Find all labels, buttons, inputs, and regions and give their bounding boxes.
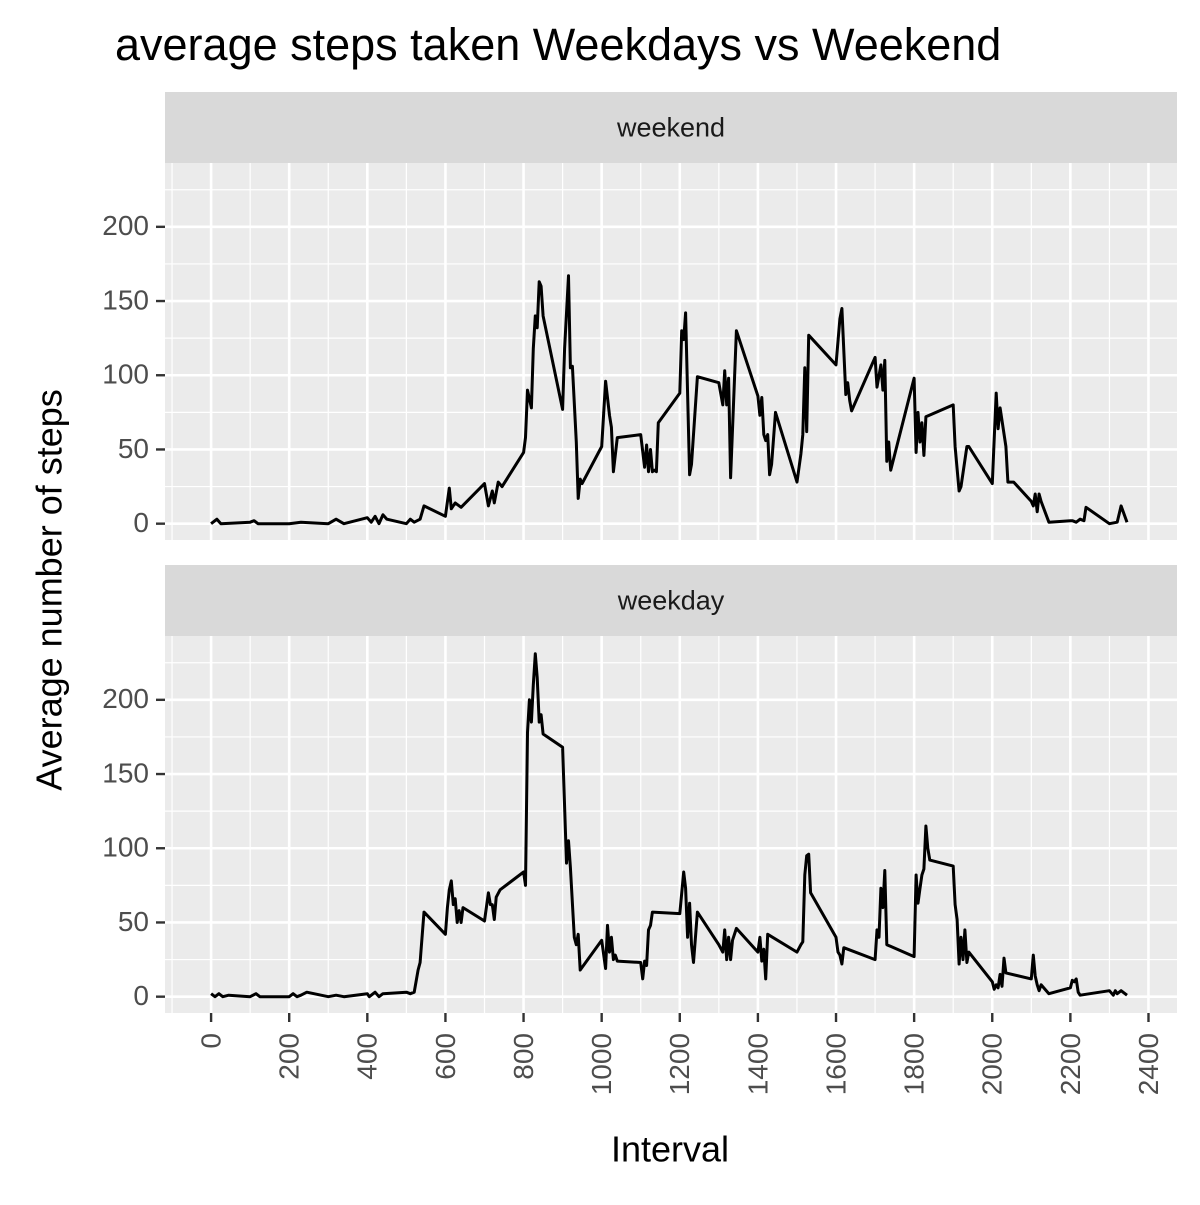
x-tick-label: 200 bbox=[274, 1033, 305, 1080]
x-tick-label: 2400 bbox=[1133, 1033, 1164, 1095]
y-tick-label: 150 bbox=[102, 757, 149, 788]
y-axis-label: Average number of steps bbox=[29, 389, 70, 791]
x-tick-label: 400 bbox=[352, 1033, 383, 1080]
x-tick-label: 600 bbox=[430, 1033, 461, 1080]
x-tick-label: 1200 bbox=[664, 1033, 695, 1095]
y-tick-label: 100 bbox=[102, 359, 149, 390]
chart-title: average steps taken Weekdays vs Weekend bbox=[115, 19, 1001, 70]
y-tick-label: 0 bbox=[133, 980, 149, 1011]
x-tick-label: 2200 bbox=[1055, 1033, 1086, 1095]
data-line bbox=[210, 652, 1128, 999]
x-tick-label: 2000 bbox=[977, 1033, 1008, 1095]
x-tick-label: 800 bbox=[508, 1033, 539, 1080]
facet-label: weekend bbox=[616, 113, 725, 143]
y-tick-label: 200 bbox=[102, 210, 149, 241]
facet-label: weekday bbox=[617, 586, 725, 616]
y-tick-label: 100 bbox=[102, 832, 149, 863]
panel-background bbox=[165, 163, 1177, 540]
x-tick-label: 1400 bbox=[742, 1033, 773, 1095]
facet-strip bbox=[165, 565, 1177, 636]
y-tick-label: 50 bbox=[118, 906, 149, 937]
y-tick-label: 200 bbox=[102, 683, 149, 714]
y-tick-label: 50 bbox=[118, 433, 149, 464]
y-tick-label: 0 bbox=[133, 507, 149, 538]
x-tick-label: 0 bbox=[195, 1033, 226, 1049]
x-tick-label: 1800 bbox=[899, 1033, 930, 1095]
y-tick-label: 150 bbox=[102, 284, 149, 315]
facet-strip bbox=[165, 92, 1177, 163]
x-tick-label: 1000 bbox=[586, 1033, 617, 1095]
panel-background bbox=[165, 636, 1177, 1013]
x-axis-label: Interval bbox=[611, 1129, 729, 1170]
data-line bbox=[210, 274, 1129, 526]
x-tick-label: 1600 bbox=[820, 1033, 851, 1095]
